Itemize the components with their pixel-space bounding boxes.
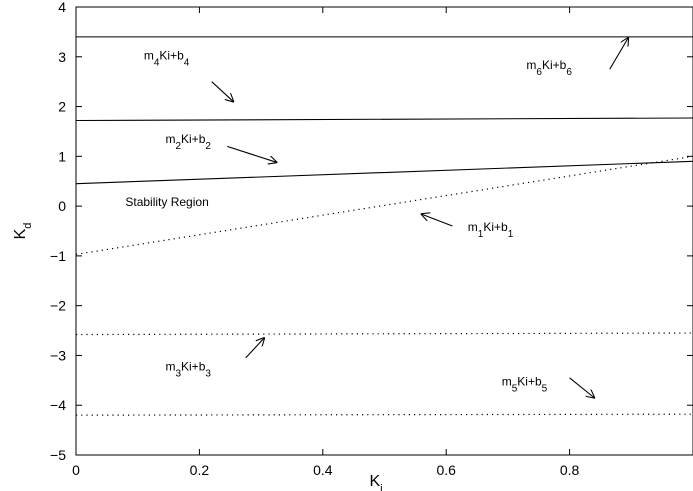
arrow-m1 — [422, 214, 453, 227]
x-tick-label: 0 — [72, 462, 80, 478]
x-tick-label: 0.2 — [190, 462, 210, 478]
y-tick-label: −5 — [50, 447, 66, 463]
series-layer — [75, 36, 693, 416]
x-tick-label: 0.8 — [560, 462, 580, 478]
y-tick-label: 2 — [58, 99, 66, 115]
annotation-m3: m3Ki+b3 — [165, 359, 211, 379]
y-tick-label: −3 — [50, 347, 66, 363]
x-tick-label: 0.4 — [313, 462, 333, 478]
x-axis-label: Ki — [369, 473, 382, 491]
annotation-m2: m2Ki+b2 — [165, 132, 211, 152]
y-tick-label: −4 — [50, 397, 66, 413]
stability-region-label: Stability Region — [125, 195, 208, 209]
ticks-layer: 0 0.2 0.4 0.6 0.8 −5 −4 −3 −2 −1 0 1 2 3 4 — [50, 0, 693, 478]
line-b4 — [75, 117, 693, 122]
annotations-layer: m4Ki+b4 m6Ki+b6 m2Ki+b2 m1Ki+b1 m3Ki+b3 m5Ki+… — [144, 38, 628, 398]
y-axis-label: Kd — [12, 223, 34, 240]
arrow-m2 — [226, 145, 276, 162]
annotation-m1: m1Ki+b1 — [468, 220, 514, 240]
annotation-m6: m6Ki+b6 — [526, 58, 572, 78]
y-tick-label: 3 — [58, 49, 66, 65]
arrow-m3 — [245, 338, 265, 359]
y-tick-label: 1 — [58, 148, 66, 164]
y-tick-label: −2 — [50, 298, 66, 314]
line-b2 — [75, 160, 693, 185]
plot-area — [75, 6, 693, 456]
y-tick-label: 0 — [58, 198, 66, 214]
annotation-m4: m4Ki+b4 — [144, 48, 190, 67]
arrow-m5 — [569, 377, 595, 398]
line-b1 — [75, 155, 693, 255]
y-tick-label: 4 — [58, 0, 66, 15]
annotation-m5: m5Ki+b5 — [502, 374, 548, 394]
arrow-m4 — [211, 81, 234, 102]
x-tick-label: 0.6 — [436, 462, 456, 478]
arrow-m6 — [609, 38, 629, 70]
y-tick-label: −1 — [50, 248, 66, 264]
